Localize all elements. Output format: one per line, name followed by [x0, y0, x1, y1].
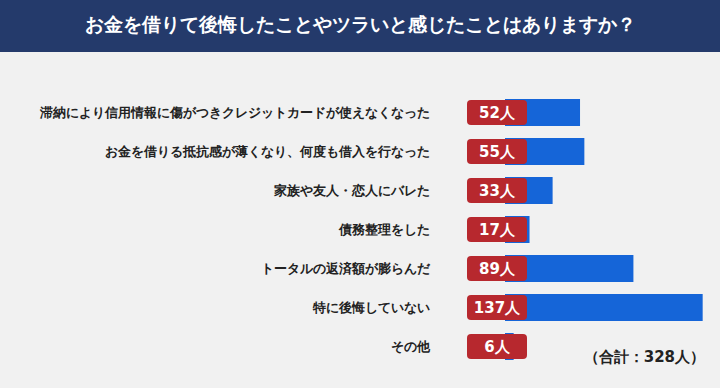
svg-text:（合計：328人）: （合計：328人）	[584, 348, 705, 366]
svg-text:特に後悔していない: 特に後悔していない	[312, 300, 430, 315]
svg-text:17人: 17人	[479, 221, 516, 239]
svg-text:55人: 55人	[479, 143, 516, 161]
svg-text:お金を借りる抵抗感が薄くなり、何度も借入を行なった: お金を借りる抵抗感が薄くなり、何度も借入を行なった	[105, 144, 430, 159]
svg-text:お金を借りて後悔したことやツラいと感じたことはありますか？: お金を借りて後悔したことやツラいと感じたことはありますか？	[85, 13, 636, 35]
svg-text:6人: 6人	[484, 338, 510, 356]
svg-text:債務整理をした: 債務整理をした	[338, 222, 430, 237]
svg-text:滞納により信用情報に傷がつきクレジットカードが使えなくなった: 滞納により信用情報に傷がつきクレジットカードが使えなくなった	[39, 105, 430, 120]
svg-text:家族や友人・恋人にバレた: 家族や友人・恋人にバレた	[273, 183, 430, 198]
svg-text:137人: 137人	[474, 299, 521, 317]
svg-text:その他: その他	[391, 339, 431, 354]
svg-text:52人: 52人	[479, 104, 516, 122]
svg-text:89人: 89人	[479, 260, 516, 278]
svg-text:33人: 33人	[479, 182, 516, 200]
svg-text:トータルの返済額が膨らんだ: トータルの返済額が膨らんだ	[261, 261, 431, 276]
